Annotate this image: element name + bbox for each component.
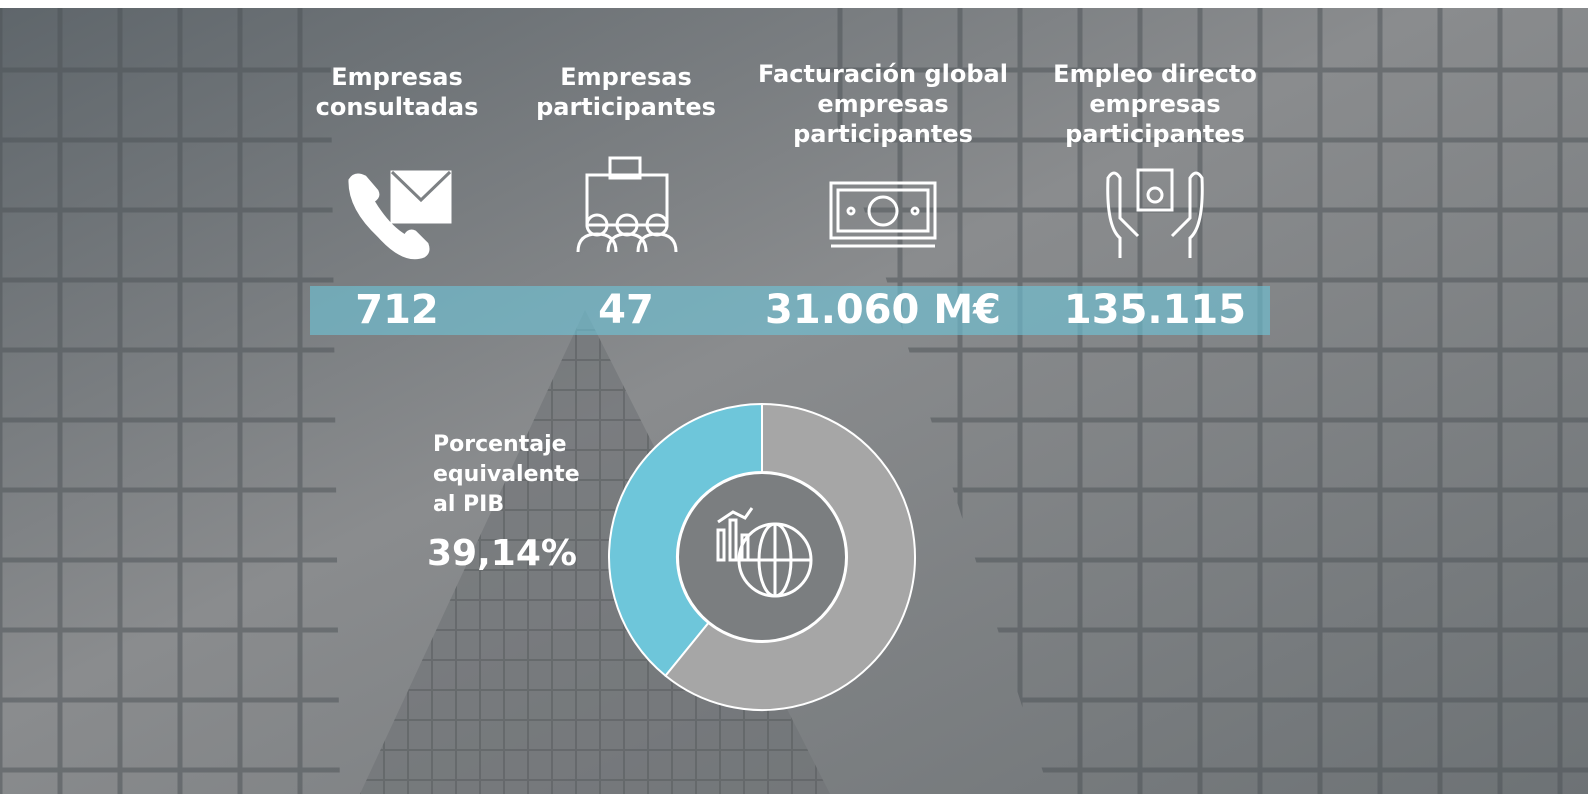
donut-value-label: 39,14% xyxy=(427,532,577,576)
stat-label: Facturación global empresas participante… xyxy=(758,59,1008,149)
stat-label: Empresas participantes xyxy=(501,62,751,122)
stat-value: 47 xyxy=(476,286,776,334)
stat-label: Empresas consultadas xyxy=(272,62,522,122)
stat-value: 31.060 M€ xyxy=(733,286,1033,334)
stat-label: Empleo directo empresas participantes xyxy=(1030,59,1280,149)
stat-value: 135.115 xyxy=(1005,286,1305,334)
page: {"stats": [ {"label": "Empresas consulta… xyxy=(0,0,1588,794)
donut-title: Porcentaje equivalente al PIB xyxy=(433,430,603,520)
donut-hole xyxy=(678,473,846,641)
